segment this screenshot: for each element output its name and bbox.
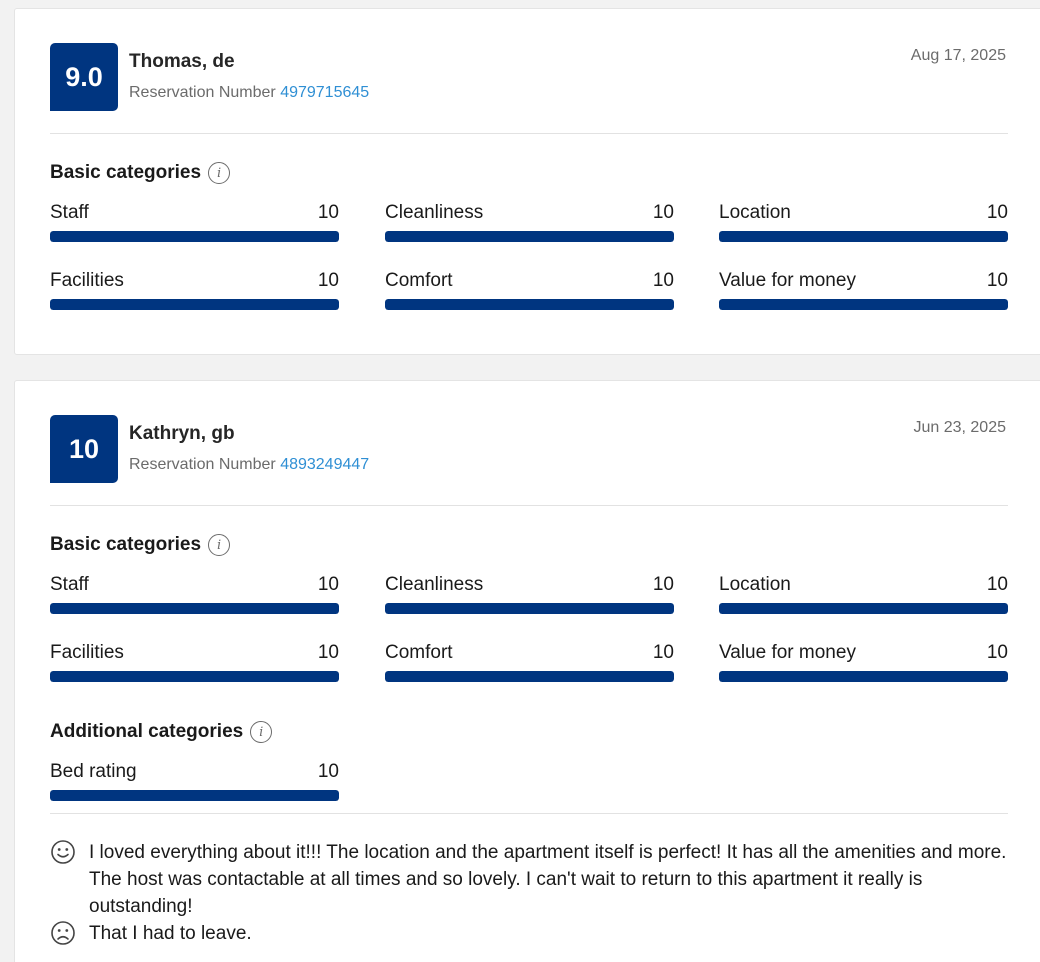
category-value: 10: [652, 574, 674, 595]
category-bar-fill: [719, 671, 1008, 682]
section-title-text: Basic categories: [50, 534, 202, 555]
category-value: 10: [986, 202, 1008, 223]
category-location: Location 10: [719, 202, 1008, 242]
positive-comment-text: I loved everything about it!!! The locat…: [89, 842, 1007, 917]
category-comfort: Comfort 10: [385, 270, 674, 310]
category-location: Location 10: [719, 574, 1008, 614]
category-bar-fill: [50, 299, 339, 310]
category-bar: [719, 603, 1008, 614]
category-bed-rating: Bed rating 10: [50, 761, 339, 801]
category-label: Facilities: [50, 270, 124, 291]
category-bar-fill: [50, 231, 339, 242]
category-cleanliness: Cleanliness 10: [385, 574, 674, 614]
reservation-number-link[interactable]: 4979715645: [280, 84, 370, 101]
category-comfort: Comfort 10: [385, 642, 674, 682]
category-value-for-money: Value for money 10: [719, 270, 1008, 310]
category-value: 10: [317, 761, 339, 782]
category-bar: [385, 671, 674, 682]
category-bar: [50, 790, 339, 801]
negative-comment: That I had to leave.: [50, 920, 1010, 947]
category-label: Cleanliness: [385, 574, 484, 595]
category-bar: [385, 299, 674, 310]
category-bar-fill: [719, 231, 1008, 242]
reservation-info: Reservation Number 4893249447: [129, 456, 369, 474]
category-bar-fill: [385, 299, 674, 310]
section-title-text: Additional categories: [50, 721, 244, 742]
reviewer-name: Thomas, de: [129, 51, 235, 72]
basic-categories-title: Basic categories i: [50, 534, 231, 556]
category-label: Bed rating: [50, 761, 137, 782]
category-value-for-money: Value for money 10: [719, 642, 1008, 682]
reservation-label: Reservation Number: [129, 456, 276, 473]
review-header: 9.0 Thomas, de Reservation Number 497971…: [15, 9, 1040, 135]
category-bar-fill: [719, 299, 1008, 310]
info-icon[interactable]: i: [208, 534, 231, 556]
category-staff: Staff 10: [50, 574, 339, 614]
review-header: 10 Kathryn, gb Reservation Number 489324…: [15, 381, 1040, 507]
category-bar: [50, 603, 339, 614]
review-score-badge: 9.0: [50, 43, 118, 111]
category-label: Comfort: [385, 270, 453, 291]
review-card: 10 Kathryn, gb Reservation Number 489324…: [14, 380, 1040, 962]
positive-comment: I loved everything about it!!! The locat…: [50, 839, 1010, 920]
category-value: 10: [317, 202, 339, 223]
category-value: 10: [317, 642, 339, 663]
review-card: 9.0 Thomas, de Reservation Number 497971…: [14, 8, 1040, 355]
category-cleanliness: Cleanliness 10: [385, 202, 674, 242]
review-date: Jun 23, 2025: [913, 419, 1006, 436]
category-bar: [719, 231, 1008, 242]
category-label: Cleanliness: [385, 202, 484, 223]
additional-categories-title: Additional categories i: [50, 721, 273, 743]
header-divider: [50, 133, 1008, 134]
category-bar-fill: [50, 603, 339, 614]
review-score-badge: 10: [50, 415, 118, 483]
reservation-info: Reservation Number 4979715645: [129, 84, 369, 102]
category-label: Facilities: [50, 642, 124, 663]
category-label: Staff: [50, 202, 89, 223]
category-bar: [719, 671, 1008, 682]
category-value: 10: [986, 574, 1008, 595]
category-label: Value for money: [719, 642, 856, 663]
category-bar: [50, 231, 339, 242]
reviewer-name: Kathryn, gb: [129, 423, 235, 444]
basic-categories-title: Basic categories i: [50, 162, 231, 184]
category-bar-fill: [719, 603, 1008, 614]
category-bar: [50, 671, 339, 682]
reservation-label: Reservation Number: [129, 84, 276, 101]
category-label: Value for money: [719, 270, 856, 291]
category-bar-fill: [385, 231, 674, 242]
header-divider: [50, 505, 1008, 506]
category-label: Staff: [50, 574, 89, 595]
category-label: Comfort: [385, 642, 453, 663]
category-bar-fill: [385, 671, 674, 682]
category-value: 10: [986, 270, 1008, 291]
category-value: 10: [652, 202, 674, 223]
info-icon[interactable]: i: [208, 162, 231, 184]
smiley-face-icon: [51, 840, 75, 864]
sad-face-icon: [51, 921, 75, 945]
category-bar: [385, 603, 674, 614]
category-bar: [385, 231, 674, 242]
category-value: 10: [986, 642, 1008, 663]
category-label: Location: [719, 574, 791, 595]
negative-comment-text: That I had to leave.: [89, 923, 252, 944]
category-bar-fill: [50, 671, 339, 682]
category-staff: Staff 10: [50, 202, 339, 242]
reservation-number-link[interactable]: 4893249447: [280, 456, 370, 473]
info-icon[interactable]: i: [250, 721, 273, 743]
category-bar-fill: [50, 790, 339, 801]
category-facilities: Facilities 10: [50, 642, 339, 682]
category-value: 10: [652, 642, 674, 663]
review-date: Aug 17, 2025: [910, 47, 1006, 64]
category-bar: [719, 299, 1008, 310]
comments-divider: [50, 813, 1008, 814]
category-bar-fill: [385, 603, 674, 614]
category-facilities: Facilities 10: [50, 270, 339, 310]
section-title-text: Basic categories: [50, 162, 202, 183]
category-value: 10: [317, 574, 339, 595]
category-value: 10: [652, 270, 674, 291]
category-value: 10: [317, 270, 339, 291]
category-bar: [50, 299, 339, 310]
category-label: Location: [719, 202, 791, 223]
